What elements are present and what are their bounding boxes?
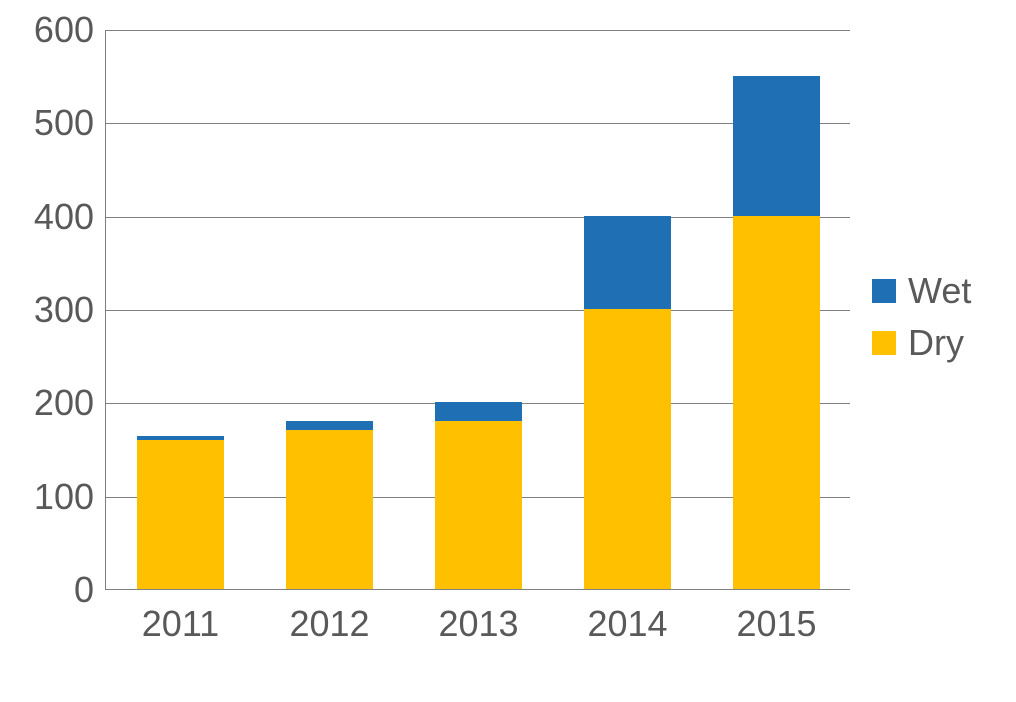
legend-label: Dry [908,322,964,364]
bar-segment-wet [435,402,521,421]
bar-group [137,436,223,589]
plot-area: 010020030040050060020112012201320142015 [105,30,850,590]
bar-group [286,421,372,589]
bar-segment-dry [286,430,372,589]
bar-group [584,216,670,589]
bar-segment-wet [286,421,372,430]
legend-item-wet: Wet [872,270,971,312]
y-tick-label: 200 [34,382,106,424]
legend-item-dry: Dry [872,322,971,364]
x-tick-label: 2013 [438,589,518,645]
x-tick-label: 2012 [289,589,369,645]
x-tick-label: 2015 [736,589,816,645]
bar-segment-dry [137,440,223,589]
y-tick-label: 300 [34,289,106,331]
bar-group [435,402,521,589]
y-tick-label: 400 [34,196,106,238]
bar-group [733,76,819,589]
x-tick-label: 2011 [142,589,219,645]
stacked-bar-chart: 010020030040050060020112012201320142015 … [0,0,1016,702]
bar-segment-dry [584,309,670,589]
bar-segment-dry [733,216,819,589]
y-tick-label: 100 [34,476,106,518]
bar-segment-wet [137,436,223,440]
legend-swatch [872,279,896,303]
y-tick-label: 0 [74,569,106,611]
y-tick-label: 500 [34,102,106,144]
bar-segment-wet [584,216,670,309]
legend: Wet Dry [872,270,971,374]
bar-segment-dry [435,421,521,589]
gridline [106,30,850,31]
bar-segment-wet [733,76,819,216]
x-tick-label: 2014 [587,589,667,645]
legend-swatch [872,331,896,355]
y-tick-label: 600 [34,9,106,51]
legend-label: Wet [908,270,971,312]
